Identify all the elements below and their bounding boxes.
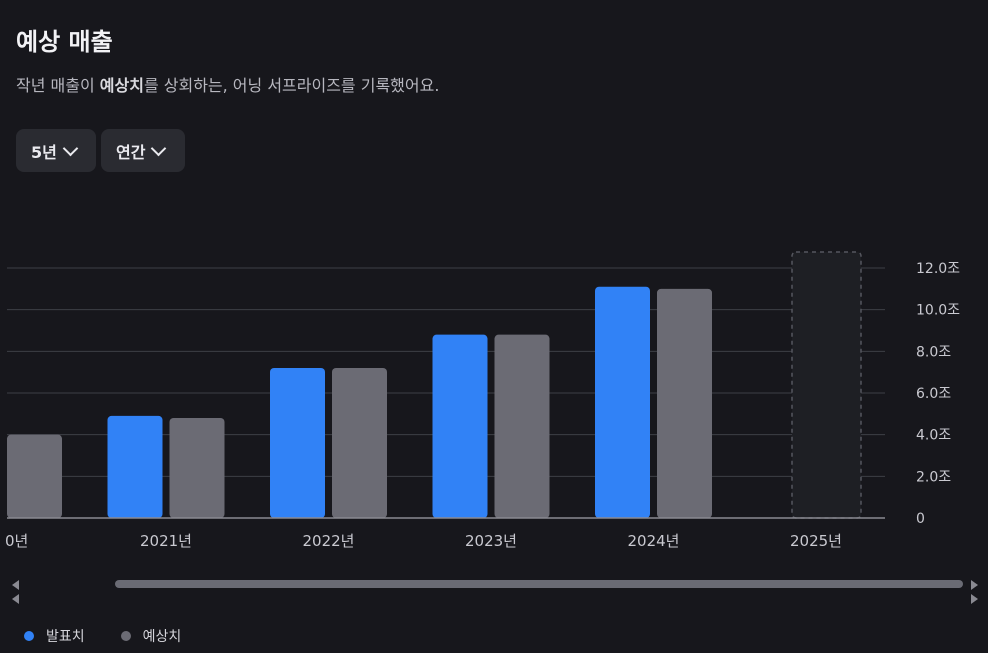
bar-pending-placeholder <box>791 251 862 519</box>
period-dropdown-label: 5년 <box>31 142 57 162</box>
revenue-bar-chart: 0 2.0조 4.0조 6.0조 8.0조 10.0조 12.0조 0년 2021년 2022년 2… <box>5 251 960 550</box>
subtitle-text-rest: 를 상회하는, 어닝 서프라이즈를 기록했어요. <box>143 76 440 95</box>
bar-estimate <box>494 334 550 518</box>
legend-label-actual: 발표치 <box>46 629 85 645</box>
bar-estimate <box>169 418 225 518</box>
scroll-left-icon[interactable] <box>12 580 19 590</box>
bar-actual <box>432 334 488 518</box>
frequency-dropdown[interactable]: 연간 <box>101 129 185 172</box>
x-tick-label: 0년 <box>5 532 28 550</box>
y-tick-label: 2.0조 <box>916 469 951 485</box>
bar-actual <box>595 286 650 518</box>
bar-estimate <box>657 288 712 518</box>
subtitle-emphasis: 예상치 <box>99 76 144 95</box>
page-subtitle: 작년 매출이 예상치를 상회하는, 어닝 서프라이즈를 기록했어요. <box>16 72 439 96</box>
legend-label-estimate: 예상치 <box>142 629 182 645</box>
scroll-right-icon[interactable] <box>971 594 978 604</box>
y-tick-label: 4.0조 <box>916 428 951 444</box>
legend-item-estimate: 예상치 <box>120 626 182 646</box>
y-tick-label: 0 <box>916 511 925 527</box>
legend-item-actual: 발표치 <box>24 626 85 646</box>
period-dropdown[interactable]: 5년 <box>16 129 96 172</box>
bar-actual <box>107 415 163 518</box>
bar-estimate <box>332 368 387 518</box>
subtitle-text: 작년 매출이 <box>16 76 100 95</box>
chart-scrollbar[interactable] <box>115 580 963 588</box>
bar-estimate <box>7 434 62 518</box>
scroll-right-icon[interactable] <box>971 580 978 590</box>
x-tick-label: 2023년 <box>465 532 517 550</box>
legend-swatch-estimate <box>120 631 131 641</box>
legend-swatch-actual <box>24 631 34 641</box>
x-tick-label: 2024년 <box>628 532 680 550</box>
x-tick-label: 2021년 <box>140 532 192 550</box>
page-title: 예상 매출 <box>16 28 113 56</box>
y-tick-label: 6.0조 <box>916 386 951 402</box>
y-tick-label: 12.0조 <box>916 261 960 277</box>
y-tick-label: 10.0조 <box>916 303 960 319</box>
chart-legend: 발표치 예상치 <box>24 626 181 646</box>
frequency-dropdown-label: 연간 <box>116 142 146 162</box>
bar-actual <box>270 368 325 518</box>
x-tick-label: 2022년 <box>303 532 355 550</box>
scroll-left-icon[interactable] <box>12 594 19 604</box>
y-tick-label: 8.0조 <box>916 344 951 360</box>
x-tick-label: 2025년 <box>790 532 842 550</box>
